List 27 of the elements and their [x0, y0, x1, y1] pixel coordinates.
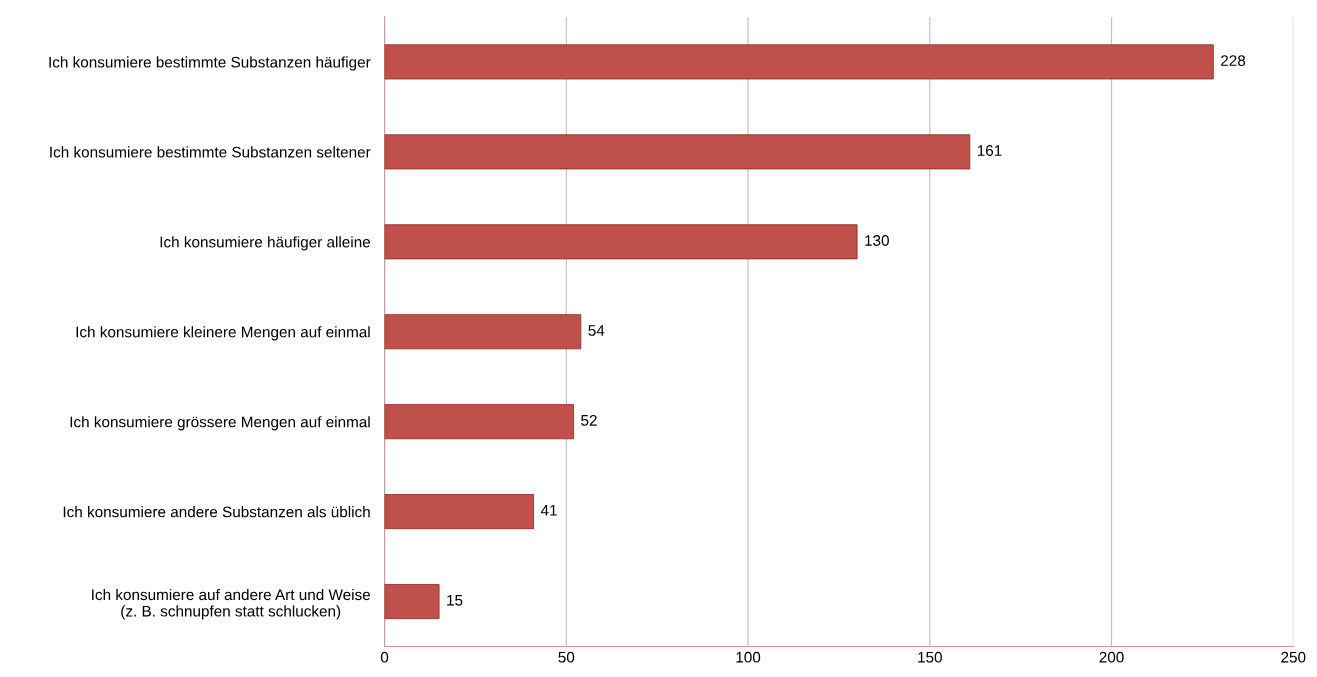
y-tick-label: Ich konsumiere auf andere Art und Weise (z. B. schnupfen statt schlucken) — [92, 588, 371, 620]
y-tick-label: Ich konsumiere bestimmte Substanzen seltener — [50, 146, 371, 158]
bar — [384, 44, 1214, 80]
x-tick-label: 100 — [736, 651, 761, 663]
x-tick-label: 0 — [380, 651, 389, 663]
y-tick-label: Ich konsumiere bestimmte Substanzen häufiger — [49, 56, 371, 71]
data-label: 54 — [588, 325, 605, 336]
bar — [384, 314, 582, 350]
bar — [384, 134, 971, 170]
x-tick-label: 150 — [918, 651, 942, 663]
bar — [384, 584, 440, 620]
x-tick-label: 250 — [1281, 651, 1306, 663]
bar — [384, 404, 574, 440]
bar — [384, 224, 858, 260]
y-tick-label: Ich konsumiere grössere Mengen auf einmal — [70, 416, 370, 431]
bar — [384, 494, 535, 530]
y-tick-label: Ich konsumiere häufiger alleine — [160, 236, 371, 251]
data-label: 52 — [581, 414, 597, 426]
y-tick-label: Ich konsumiere andere Substanzen als üblich — [63, 506, 370, 518]
data-label: 130 — [865, 235, 889, 246]
y-tick-label: Ich konsumiere kleinere Mengen auf einmal — [76, 326, 370, 341]
x-tick-label: 200 — [1099, 651, 1124, 663]
data-label: 228 — [1221, 55, 1246, 66]
data-label: 15 — [447, 595, 463, 606]
data-label: 161 — [977, 145, 1002, 156]
data-label: 41 — [540, 505, 557, 516]
x-tick-label: 50 — [558, 651, 575, 663]
